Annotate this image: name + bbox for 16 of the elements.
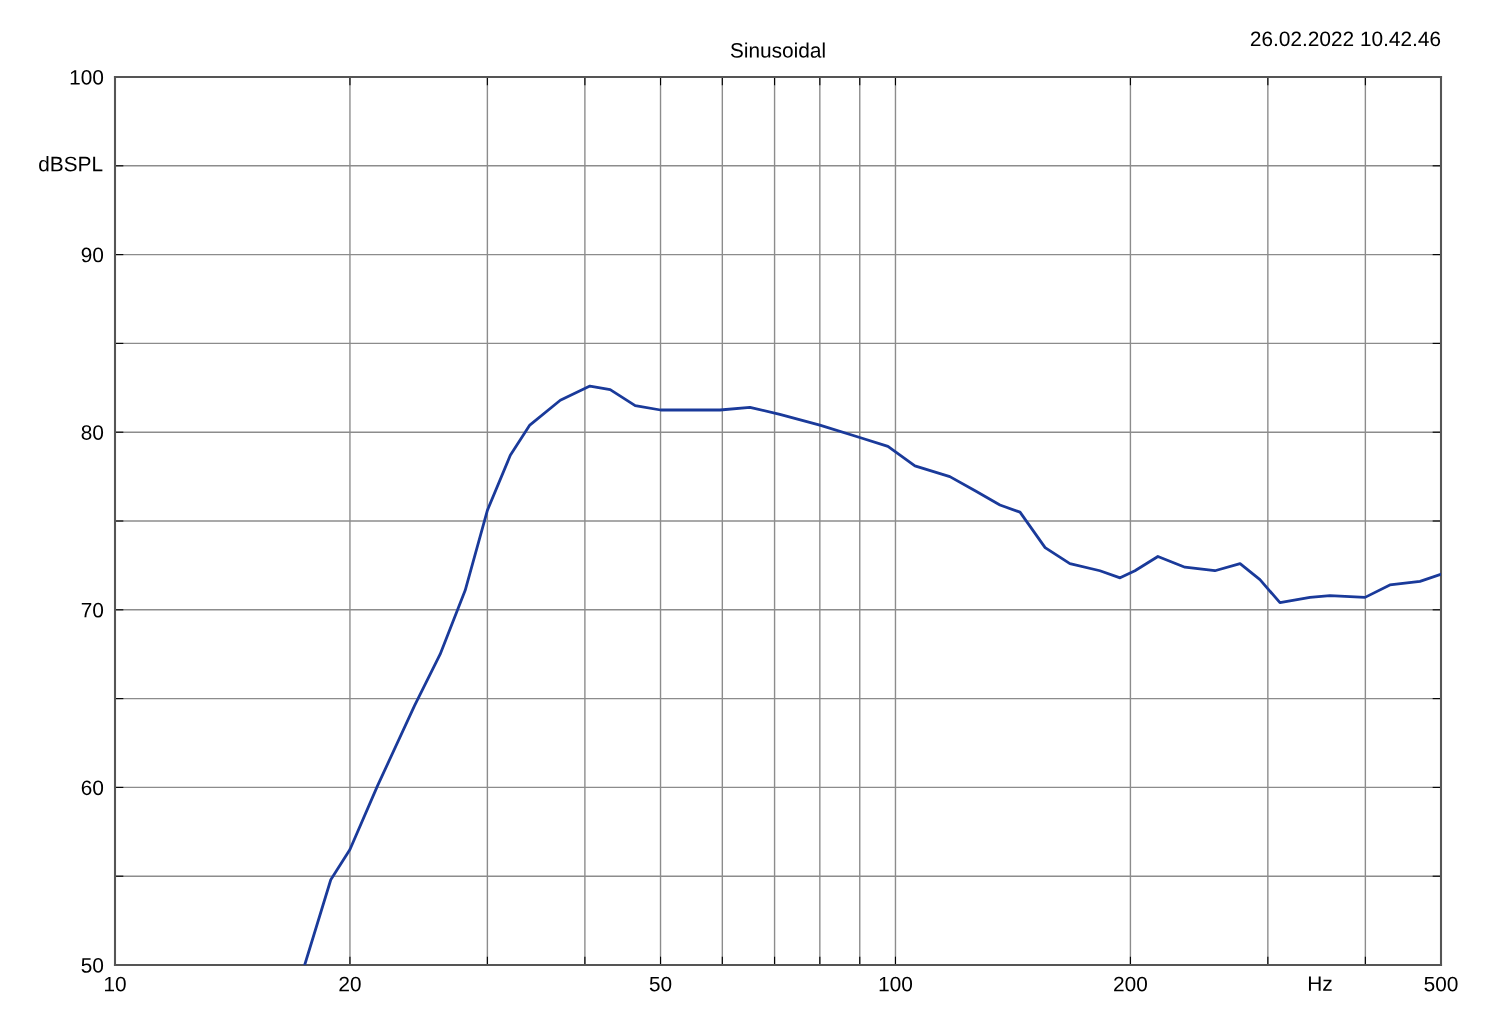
- x-axis-title: Hz: [1308, 976, 1332, 991]
- y-tick-label: 60: [81, 780, 104, 796]
- x-tick-label: 100: [879, 976, 913, 992]
- y-tick-label: 50: [81, 958, 104, 973]
- chart-title: Sinusoidal: [730, 42, 825, 58]
- y-tick-label: 90: [81, 247, 104, 263]
- x-tick-label: 10: [105, 976, 126, 992]
- text: 26.02.2022 10.42.46: [1250, 31, 1441, 47]
- x-tick-label: 200: [1114, 976, 1147, 992]
- x-tick-label: 50: [649, 976, 672, 992]
- y-tick-label: 100: [70, 70, 104, 85]
- x-tick-label: 500: [1424, 976, 1458, 992]
- y-axis-title: dBSPL: [39, 156, 103, 172]
- x-tick-label: 20: [339, 976, 361, 992]
- y-tick-label: 80: [81, 425, 104, 440]
- y-tick-label: 70: [81, 602, 104, 618]
